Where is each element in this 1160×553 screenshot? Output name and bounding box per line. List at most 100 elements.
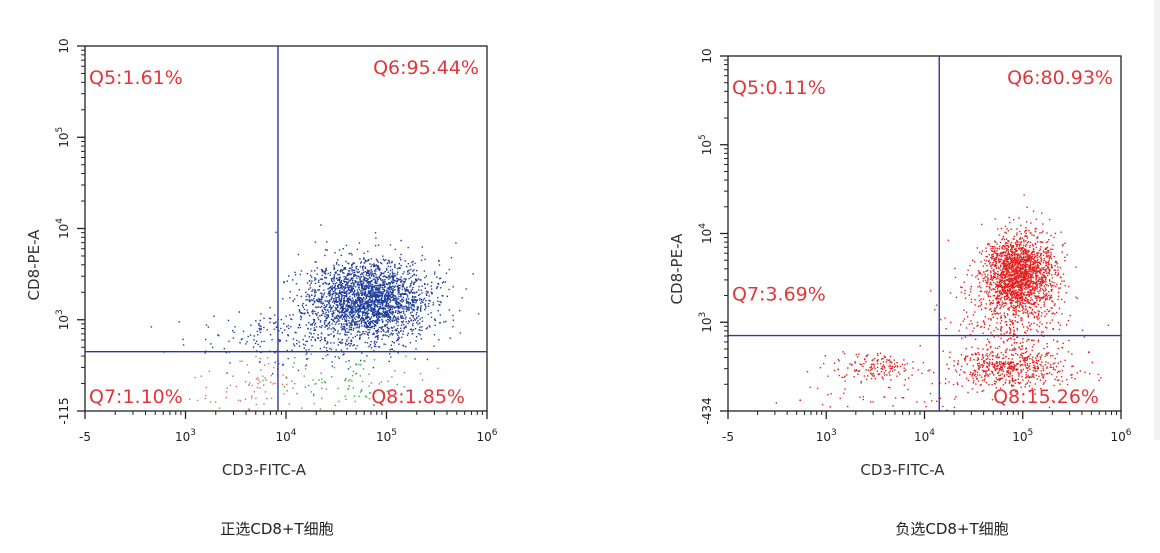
event-dot [377, 303, 379, 305]
event-dot [407, 291, 410, 293]
event-dot [401, 288, 404, 291]
event-dot [1036, 259, 1038, 262]
event-dot [359, 284, 361, 286]
event-dot [366, 294, 369, 296]
event-dot [1010, 301, 1013, 304]
event-dot [408, 320, 410, 322]
event-dot [1010, 294, 1012, 296]
event-dot [349, 306, 352, 308]
event-dot [384, 316, 386, 318]
event-dot [1022, 279, 1025, 282]
event-dot [1008, 290, 1010, 292]
event-dot [369, 263, 371, 265]
event-dot [378, 295, 381, 298]
event-dot [387, 330, 389, 332]
event-dot [1052, 301, 1054, 303]
event-dot [323, 270, 325, 273]
event-dot [365, 303, 367, 305]
event-dot [417, 306, 419, 308]
event-dot [1016, 239, 1018, 242]
event-dot [345, 316, 347, 318]
event-dot [320, 336, 322, 338]
event-dot [376, 313, 378, 315]
event-dot [356, 289, 358, 291]
event-dot [360, 280, 362, 283]
event-dot [448, 309, 451, 311]
event-dot [398, 310, 400, 312]
event-dot [1030, 263, 1032, 266]
event-dot [365, 396, 368, 398]
event-dot [1009, 273, 1011, 276]
event-dot [411, 275, 414, 277]
event-dot [995, 272, 997, 275]
event-dot [1020, 283, 1022, 285]
event-dot [413, 296, 415, 298]
event-dot [379, 306, 382, 308]
event-dot [385, 314, 387, 316]
event-dot [340, 286, 342, 288]
event-dot [448, 268, 450, 271]
event-dot [405, 321, 407, 323]
event-dot [1031, 267, 1033, 269]
event-dot [372, 312, 374, 314]
event-dot [1010, 228, 1012, 230]
event-dot [1005, 332, 1008, 334]
event-dot [999, 266, 1002, 268]
event-dot [286, 325, 288, 328]
event-dot [386, 289, 388, 291]
event-dot [1044, 248, 1046, 250]
event-dot [374, 279, 377, 281]
event-dot [1034, 266, 1036, 268]
event-dot [1005, 264, 1007, 266]
event-dot [437, 367, 439, 369]
event-dot [377, 287, 379, 289]
event-dot [1020, 271, 1022, 273]
event-dot [324, 308, 326, 310]
event-dot [303, 347, 305, 349]
event-dot [1025, 288, 1027, 291]
event-dot [998, 255, 1001, 257]
event-dot [375, 313, 377, 316]
event-dot [1036, 252, 1038, 254]
event-dot [353, 294, 356, 296]
event-dot [994, 265, 996, 268]
event-dot [1036, 285, 1038, 287]
event-dot [994, 251, 996, 253]
event-dot [1018, 295, 1020, 297]
event-dot [1039, 284, 1041, 286]
event-dot [1017, 300, 1020, 302]
event-dot [346, 331, 349, 333]
event-dot [375, 276, 377, 279]
event-dot [338, 296, 340, 298]
minor-ticks [81, 49, 483, 415]
event-dot [1031, 263, 1034, 266]
event-dot [999, 293, 1002, 295]
event-dot [399, 287, 401, 289]
event-dot [1030, 270, 1032, 272]
event-dot [393, 280, 395, 282]
event-dot [370, 290, 373, 293]
event-dot [259, 331, 262, 333]
event-dot [1001, 245, 1004, 247]
event-dot [391, 310, 393, 313]
event-dot [325, 248, 327, 251]
event-dot [297, 305, 299, 307]
event-dot [323, 276, 326, 279]
event-dot [346, 324, 348, 327]
event-dot [1019, 237, 1022, 239]
event-dot [335, 321, 338, 324]
event-dot [314, 295, 316, 298]
event-dot [387, 318, 390, 321]
event-dot [319, 326, 321, 328]
event-dot [399, 284, 401, 287]
event-dot [300, 295, 302, 298]
event-dot [310, 333, 312, 335]
scatter-events [150, 224, 480, 411]
event-dot [1012, 287, 1014, 289]
event-dot [1050, 258, 1053, 260]
event-dot [343, 301, 345, 304]
event-dot [977, 286, 979, 288]
event-dot [372, 333, 374, 335]
event-dot [377, 261, 379, 263]
event-dot [330, 278, 333, 280]
